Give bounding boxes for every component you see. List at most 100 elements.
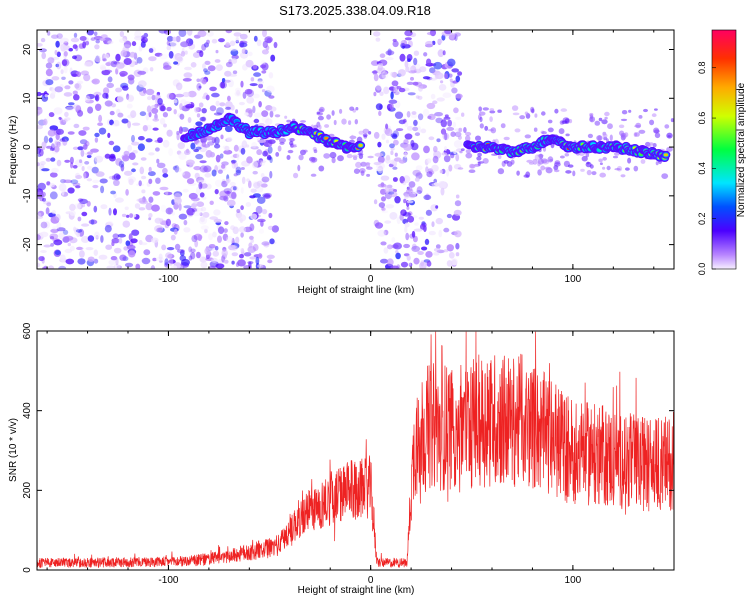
noise-cell (65, 258, 75, 265)
noise-cell (90, 148, 99, 153)
noise-cell (591, 171, 597, 176)
noise-cell (131, 168, 136, 173)
noise-cell (206, 39, 210, 45)
noise-cell (245, 108, 253, 114)
noise-cell (385, 123, 389, 130)
noise-cell (253, 35, 258, 42)
noise-cell (48, 137, 53, 143)
noise-cell (391, 80, 399, 87)
noise-cell (337, 155, 344, 162)
noise-cell (446, 126, 455, 131)
noise-cell (213, 209, 221, 216)
noise-cell (219, 153, 224, 159)
noise-cell (166, 45, 172, 51)
noise-cell (156, 162, 166, 169)
noise-cell (239, 254, 244, 259)
noise-cell (516, 170, 520, 176)
noise-cell (202, 63, 206, 70)
noise-cell (87, 151, 93, 155)
noise-cell (128, 250, 136, 258)
noise-cell (104, 153, 111, 159)
noise-cell (157, 137, 163, 144)
noise-cell (404, 194, 410, 199)
noise-cell (384, 185, 390, 194)
noise-cell (414, 132, 420, 137)
noise-cell (135, 263, 141, 269)
noise-cell (139, 166, 145, 175)
noise-cell (194, 106, 199, 113)
noise-cell (553, 169, 560, 173)
noise-cell (71, 73, 78, 78)
noise-cell (104, 224, 112, 233)
noise-cell (602, 156, 607, 161)
noise-cell (567, 164, 574, 168)
noise-cell (267, 225, 274, 231)
noise-cell (199, 192, 205, 198)
noise-cell (443, 227, 450, 233)
noise-cell (123, 170, 133, 176)
noise-cell (151, 107, 159, 114)
noise-cell (160, 204, 167, 213)
noise-cell (300, 120, 306, 123)
noise-cell (390, 91, 394, 100)
noise-cell (162, 173, 169, 178)
noise-cell (293, 172, 299, 179)
noise-cell (124, 206, 129, 211)
noise-cell (558, 128, 565, 135)
x-tick-label: 0 (368, 274, 374, 285)
noise-cell (651, 113, 657, 118)
noise-cell (209, 200, 214, 205)
noise-cell (413, 50, 420, 56)
noise-cell (232, 70, 238, 75)
noise-cell (381, 207, 386, 212)
noise-cell (171, 223, 177, 229)
noise-cell (115, 53, 121, 62)
noise-cell (68, 47, 73, 52)
noise-cell (93, 258, 99, 264)
noise-cell (417, 95, 423, 100)
noise-cell (193, 233, 203, 241)
noise-cell (391, 244, 399, 249)
noise-cell (232, 226, 239, 235)
noise-cell (231, 252, 238, 257)
noise-cell (239, 33, 248, 40)
noise-cell (143, 32, 149, 38)
noise-cell (170, 39, 177, 48)
noise-cell (199, 212, 203, 216)
noise-cell (465, 149, 472, 154)
noise-cell (87, 235, 95, 242)
noise-cell (97, 122, 103, 126)
noise-cell (399, 53, 406, 62)
noise-cell (418, 84, 428, 89)
noise-cell (403, 139, 409, 145)
noise-cell (385, 57, 394, 61)
noise-cell (348, 120, 352, 125)
noise-cell (205, 94, 210, 101)
noise-cell (389, 212, 398, 220)
noise-cell (383, 126, 391, 135)
noise-cell (131, 134, 135, 143)
noise-cell (163, 123, 167, 128)
noise-cell (95, 94, 100, 102)
noise-cell (98, 254, 108, 260)
noise-cell (238, 101, 245, 106)
noise-cell (140, 242, 148, 246)
noise-cell (142, 125, 148, 132)
noise-cell (147, 96, 152, 101)
noise-cell (484, 125, 489, 131)
noise-cell (148, 48, 154, 53)
noise-cell (455, 116, 462, 120)
noise-cell (666, 146, 673, 152)
noise-cell (585, 161, 592, 168)
noise-cell (397, 69, 406, 77)
noise-cell (55, 40, 60, 48)
noise-cell (120, 163, 125, 172)
noise-cell (413, 119, 418, 126)
noise-cell (500, 123, 506, 129)
noise-cell (177, 249, 185, 254)
y-tick-label: 0 (22, 144, 33, 150)
noise-cell (431, 221, 435, 228)
noise-cell (41, 141, 47, 149)
noise-cell (183, 72, 193, 78)
